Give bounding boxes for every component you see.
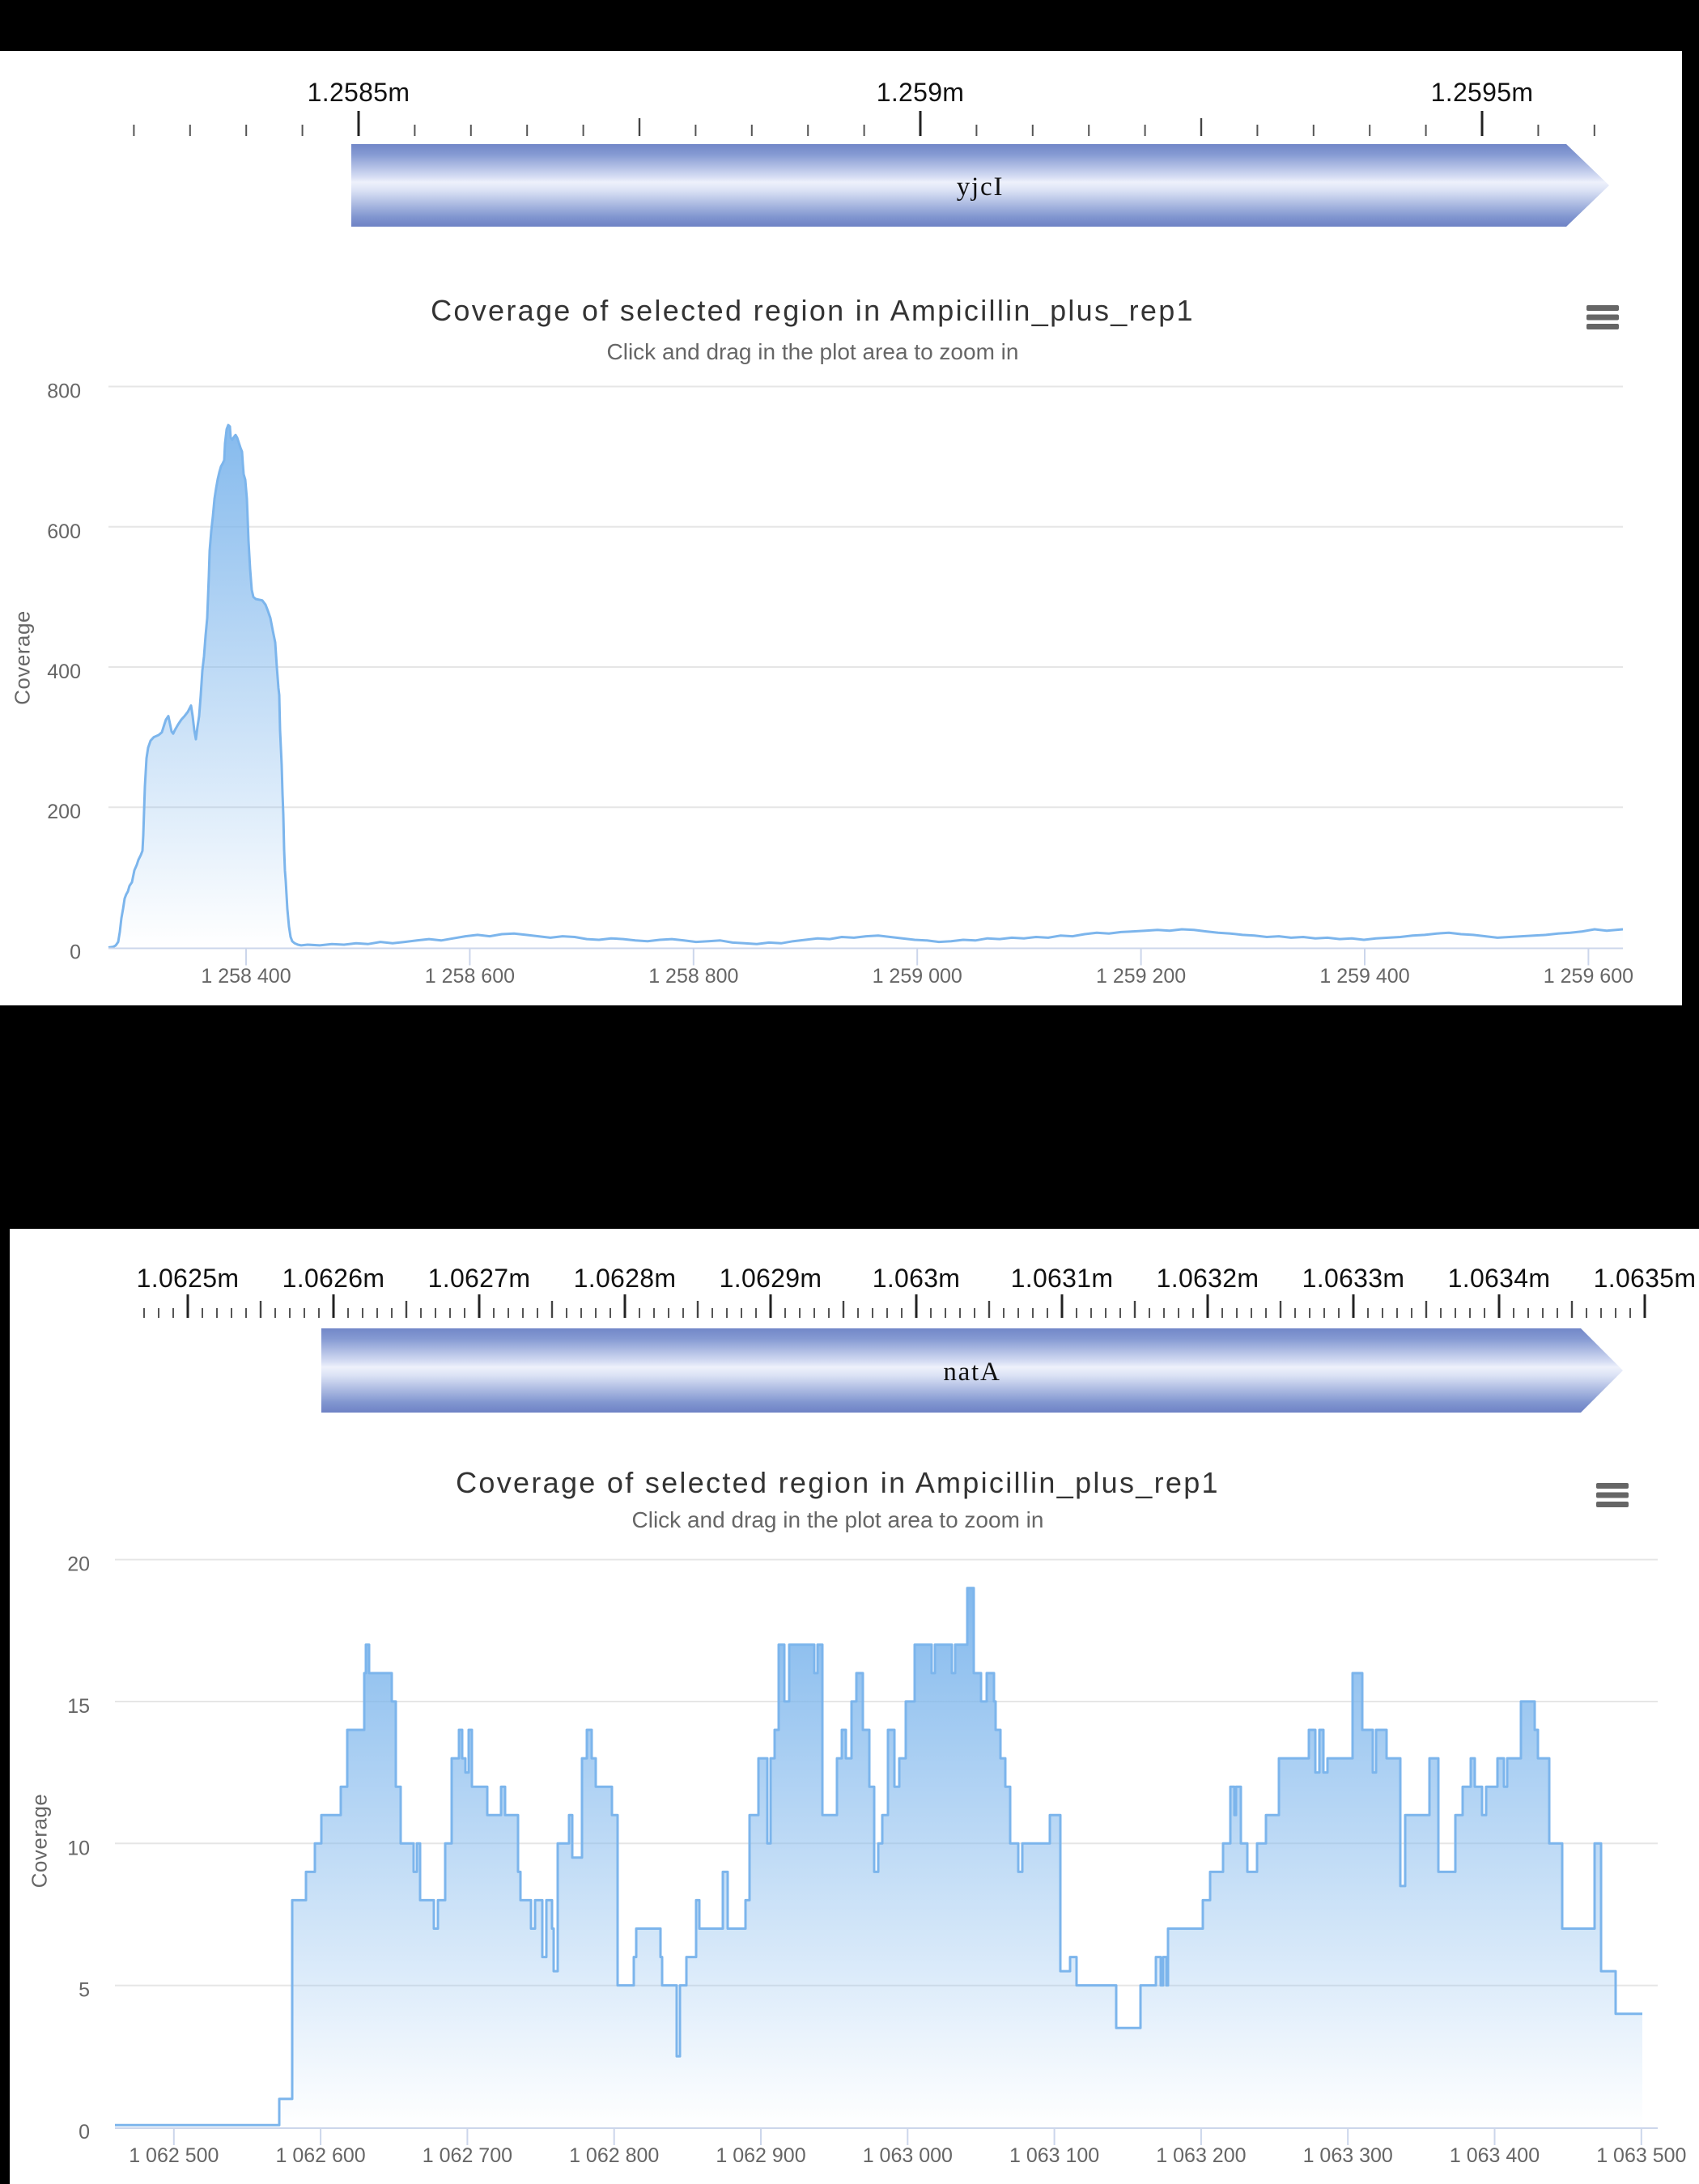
svg-text:1 063 500: 1 063 500 [1596,2144,1686,2167]
svg-text:1.063m: 1.063m [873,1264,961,1293]
svg-text:5: 5 [79,1979,90,2002]
svg-text:1.0633m: 1.0633m [1302,1264,1405,1293]
svg-text:1 259 200: 1 259 200 [1096,965,1186,988]
svg-text:1.0634m: 1.0634m [1448,1264,1551,1293]
svg-text:1.2585m: 1.2585m [308,78,410,107]
svg-text:200: 200 [47,801,81,823]
svg-text:Coverage of selected region in: Coverage of selected region in Ampicilli… [431,294,1195,327]
svg-text:1.0635m: 1.0635m [1594,1264,1697,1293]
svg-text:1.2595m: 1.2595m [1431,78,1534,107]
svg-text:Coverage: Coverage [11,610,35,705]
svg-text:1 062 900: 1 062 900 [716,2144,805,2167]
svg-text:natA: natA [943,1358,1000,1387]
svg-text:1 259 600: 1 259 600 [1544,965,1633,988]
svg-text:1 259 000: 1 259 000 [873,965,962,988]
svg-text:0: 0 [70,941,81,964]
svg-text:1 062 700: 1 062 700 [423,2144,512,2167]
svg-text:1.0625m: 1.0625m [137,1264,240,1293]
svg-text:1.0626m: 1.0626m [282,1264,385,1293]
svg-text:1 063 100: 1 063 100 [1009,2144,1099,2167]
svg-text:600: 600 [47,521,81,543]
svg-text:10: 10 [67,1837,90,1859]
svg-text:1 063 400: 1 063 400 [1450,2144,1540,2167]
svg-text:1 063 200: 1 063 200 [1156,2144,1246,2167]
svg-text:Click and drag in the plot are: Click and drag in the plot area to zoom … [632,1507,1044,1532]
svg-text:1 258 400: 1 258 400 [201,965,291,988]
svg-text:15: 15 [67,1695,90,1718]
svg-text:0: 0 [79,2121,90,2144]
svg-text:1.0632m: 1.0632m [1157,1264,1259,1293]
svg-text:Coverage of selected region in: Coverage of selected region in Ampicilli… [456,1466,1220,1499]
svg-text:1 258 600: 1 258 600 [425,965,515,988]
svg-text:Coverage: Coverage [28,1794,52,1889]
svg-text:1 062 500: 1 062 500 [129,2144,219,2167]
svg-text:20: 20 [67,1553,90,1576]
svg-text:1.0629m: 1.0629m [720,1264,822,1293]
svg-text:1.0628m: 1.0628m [574,1264,677,1293]
svg-text:1.259m: 1.259m [877,78,965,107]
svg-text:1 063 300: 1 063 300 [1303,2144,1393,2167]
svg-text:400: 400 [47,661,81,683]
svg-text:Click and drag in the plot are: Click and drag in the plot area to zoom … [607,339,1019,364]
svg-text:1 062 800: 1 062 800 [569,2144,659,2167]
svg-text:1 259 400: 1 259 400 [1319,965,1409,988]
svg-text:800: 800 [47,380,81,403]
svg-text:1 258 800: 1 258 800 [648,965,738,988]
svg-text:1 063 000: 1 063 000 [863,2144,953,2167]
svg-text:yjcI: yjcI [957,172,1005,202]
svg-text:1.0631m: 1.0631m [1011,1264,1114,1293]
svg-text:1 062 600: 1 062 600 [275,2144,365,2167]
svg-text:1.0627m: 1.0627m [428,1264,531,1293]
